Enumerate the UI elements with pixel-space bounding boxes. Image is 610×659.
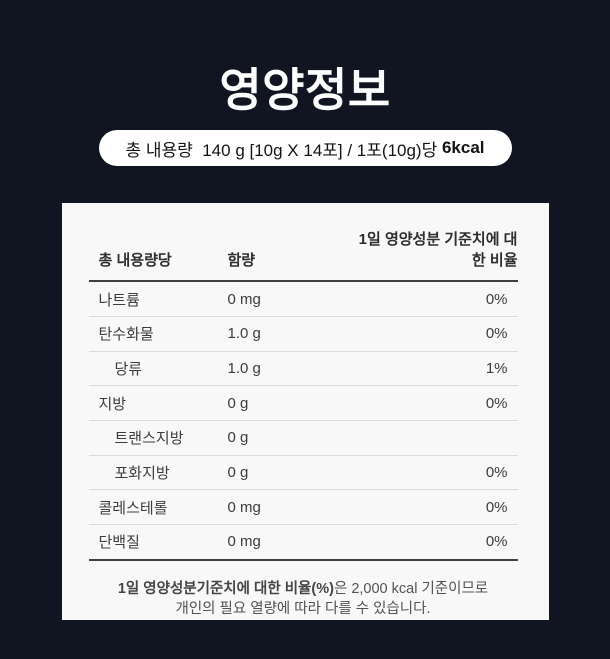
nutrient-label: 트랜스지방: [114, 430, 184, 448]
footnote-line1-rest: 은 2,000 kcal 기준이므로: [333, 580, 489, 597]
nutrient-percent: 0%: [485, 290, 508, 308]
nutrient-label: 탄수화물: [98, 326, 154, 344]
nutrient-label: 지방: [98, 395, 127, 413]
table-row: 지방 0 g 0%: [88, 386, 518, 422]
nutrient-label: 콜레스테롤: [98, 499, 168, 517]
nutrient-percent: 0%: [485, 325, 508, 343]
footnote-line2: 개인의 필요 열량에 따라 다를 수 있습니다.: [175, 600, 431, 617]
nutrient-amount: 0 mg: [227, 498, 261, 516]
col-header-amount: 함량: [227, 252, 256, 270]
nutrient-percent: 1%: [485, 360, 508, 378]
page-title: 영양정보: [219, 64, 391, 116]
badge-kcal-bold: 6kcal: [441, 138, 485, 158]
table-row: 나트륨 0 mg 0%: [88, 282, 518, 317]
nutrient-label: 단백질: [98, 534, 140, 552]
table-row: 단백질 0 mg 0%: [88, 525, 518, 561]
col-header-serving: 총 내용량당: [98, 252, 172, 270]
nutrient-amount: 0 mg: [227, 533, 261, 551]
nutrient-label: 나트륨: [98, 291, 140, 309]
table-row: 트랜스지방 0 g: [88, 421, 518, 456]
nutrient-amount: 1.0 g: [227, 325, 261, 343]
nutrient-amount: 0 g: [227, 429, 249, 447]
nutrient-percent: 0%: [485, 394, 508, 412]
table-row: 콜레스테롤 0 mg 0%: [88, 490, 518, 526]
col-header-daily-value: 1일 영양성분 기준치에 대한 비율: [358, 231, 518, 270]
nutrient-amount: 0 mg: [227, 290, 261, 308]
nutrition-table: 총 내용량당 함량 1일 영양성분 기준치에 대한 비율 나트륨 0 mg 0%…: [88, 228, 518, 561]
table-row: 당류 1.0 g 1%: [88, 352, 518, 387]
nutrient-amount: 0 g: [227, 394, 249, 412]
nutrient-label: 당류: [114, 361, 143, 379]
total-content-badge: 총 내용량 140 g [10g X 14포] / 1포(10g)당 6kcal: [98, 130, 512, 167]
daily-value-footnote: 1일 영양성분기준치에 대한 비율(%)은 2,000 kcal 기준이므로 개…: [89, 579, 518, 619]
nutrition-facts-card: 총 내용량당 함량 1일 영양성분 기준치에 대한 비율 나트륨 0 mg 0%…: [61, 203, 549, 621]
table-header-row: 총 내용량당 함량 1일 영양성분 기준치에 대한 비율: [88, 228, 518, 283]
nutrient-percent: 0%: [485, 533, 508, 551]
nutrition-rows: 나트륨 0 mg 0% 탄수화물 1.0 g 0% 당류 1.0 g 1% 지방…: [88, 282, 518, 561]
nutrient-amount: 1.0 g: [227, 360, 261, 378]
nutrient-percent: 0%: [485, 498, 508, 516]
footnote-bold-part: 1일 영양성분기준치에 대한 비율(%): [117, 580, 334, 597]
nutrient-label: 포화지방: [114, 465, 170, 483]
nutrient-amount: 0 g: [227, 464, 249, 482]
nutrient-percent: 0%: [485, 464, 508, 482]
table-row: 포화지방 0 g 0%: [88, 456, 518, 491]
table-row: 탄수화물 1.0 g 0%: [88, 317, 518, 352]
badge-text: 총 내용량 140 g [10g X 14포] / 1포(10g)당: [125, 140, 442, 160]
